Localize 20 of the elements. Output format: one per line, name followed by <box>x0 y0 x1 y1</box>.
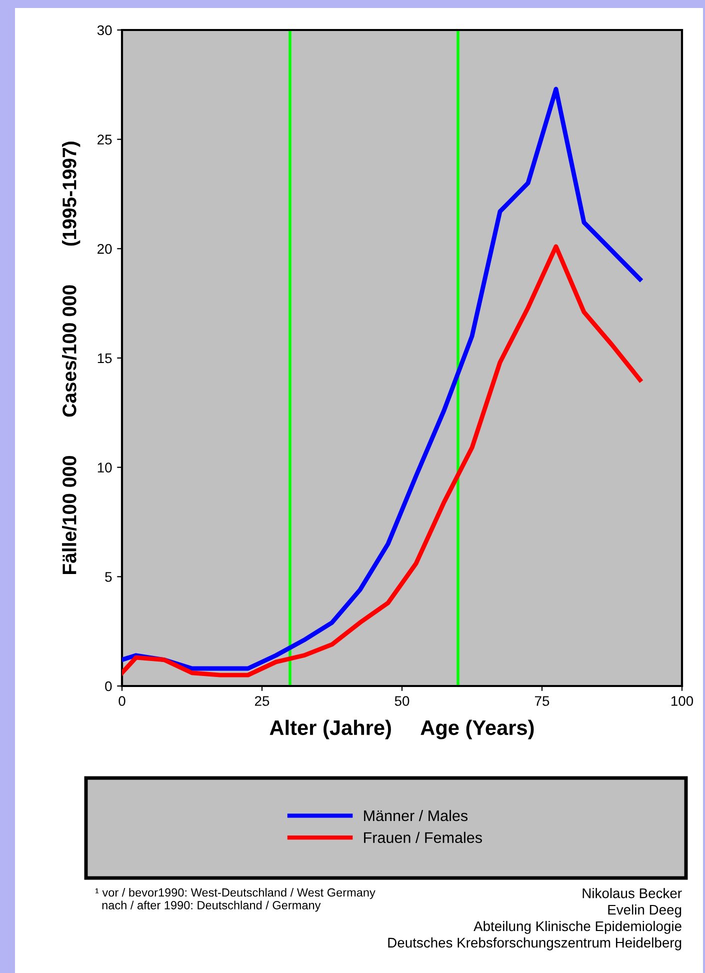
legend-label: Frauen / Females <box>364 832 482 844</box>
y-tick-label: 20 <box>98 244 112 254</box>
x-tick-label: 75 <box>534 696 550 706</box>
x-axis-title: Alter (Jahre) Age (Years) <box>270 720 534 740</box>
y-axis-title: Fälle/100 000 Cases/100 000 (1995-1997) <box>62 142 80 574</box>
line-series <box>122 244 642 678</box>
text: Nikolaus Becker Evelin Deeg Abteilung Klinische Epidemiologie Deutsches Krebsforschungszentrum Heidelberg <box>388 888 682 950</box>
y-tick-label: 0 <box>105 681 112 692</box>
y-tick-label: 5 <box>105 572 112 582</box>
x-tick-label: 100 <box>671 696 694 706</box>
x-tick-label: 25 <box>254 696 270 706</box>
x-tick-label: 0 <box>118 696 126 706</box>
y-tick-label: 30 <box>97 25 112 36</box>
y-tick-label: 25 <box>98 134 112 145</box>
line-series <box>122 86 642 671</box>
x-tick-label: 50 <box>394 696 410 706</box>
y-tick-label: 15 <box>98 353 112 364</box>
y-tick-label: 10 <box>98 462 112 473</box>
legend-label: Männer / Males <box>364 810 468 822</box>
text: ¹ vor / bevor1990: West-Deutschland / West Germany nach / after 1990: Deutschland / Germany <box>95 888 376 912</box>
